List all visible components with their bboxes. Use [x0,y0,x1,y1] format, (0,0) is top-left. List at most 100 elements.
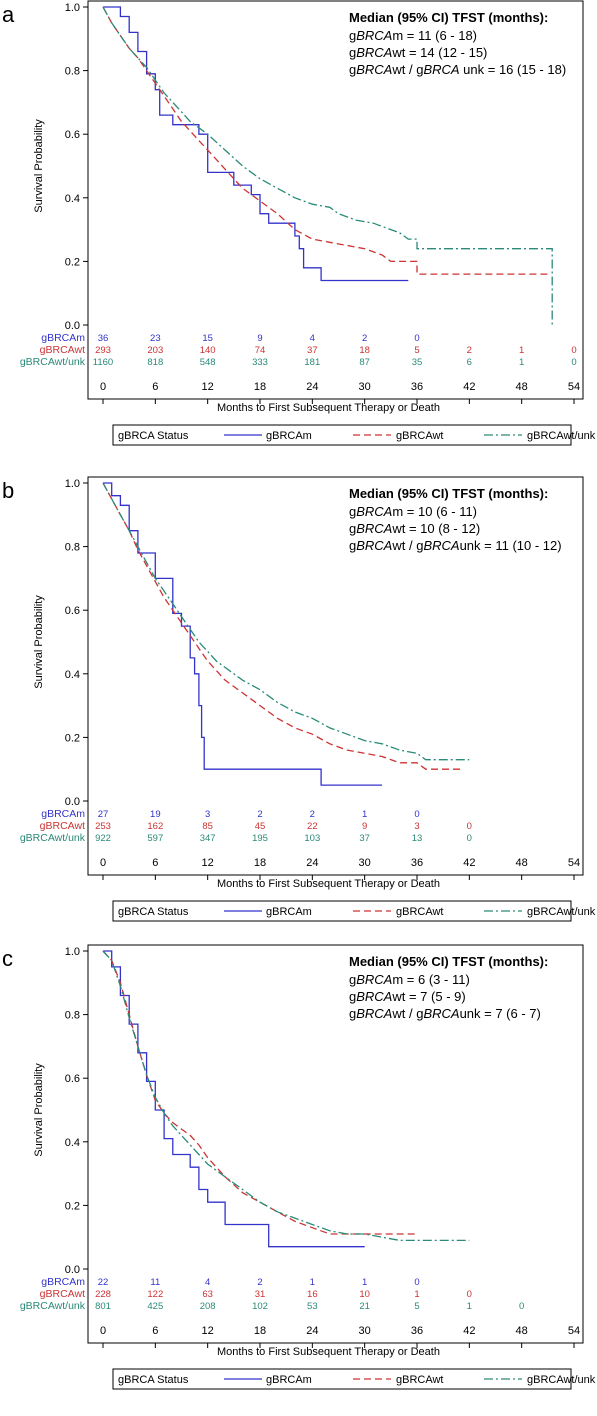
risk-value: 15 [202,333,213,344]
risk-value: 2 [362,333,367,344]
median-annotation: Median (95% CI) TFST (months):gBRCAm = 1… [349,10,566,77]
chart-panel-b: b Survival Probability 0.0 0.2 0.4 0.6 0.8 1.0 0… [2,476,596,922]
risk-value: 293 [95,345,111,356]
annotation-text-part: BRCA [356,504,392,519]
risk-row-label: gBRCAm [41,1276,85,1288]
annotation-text-part: BRCA [356,28,392,43]
risk-value: 18 [359,345,370,356]
series-line-gBRCAwt [102,950,417,1235]
annotation-line: gBRCAm = 10 (6 - 11) [349,504,477,519]
x-tick-label: 48 [516,1325,528,1337]
risk-value: 1 [362,1277,367,1288]
x-tick-label: 24 [306,1325,318,1337]
median-annotation: Median (95% CI) TFST (months):gBRCAm = 6… [349,954,548,1021]
risk-value: 1 [519,345,524,356]
risk-value: 0 [414,1277,419,1288]
x-tick-label: 12 [202,857,214,869]
annotation-text-part: wt / [391,62,416,77]
x-tick-label: 54 [568,1325,580,1337]
x-tick-label: 24 [306,857,318,869]
risk-value: 5 [414,345,419,356]
risk-value: 63 [202,1289,213,1300]
risk-value: 45 [255,821,266,832]
series-line-gBRCAwt [102,6,548,275]
risk-value: 35 [412,357,423,368]
risk-value: 0 [414,333,419,344]
annotation-title: Median (95% CI) TFST (months): [349,486,548,501]
panel-letter: a [2,2,15,27]
series-line-gBRCAm [103,482,383,786]
x-tick-label: 42 [463,381,475,393]
risk-value: 36 [98,333,109,344]
legend-frame [112,900,572,922]
plot-frame [87,0,584,400]
risk-value: 9 [257,333,262,344]
risk-value: 203 [147,345,163,356]
legend-entry-label: gBRCAwt/unk [527,430,596,442]
risk-value: 53 [307,1301,318,1312]
y-axis-label: Survival Probability [33,119,45,213]
risk-value: 37 [359,833,370,844]
annotation-line: gBRCAwt = 7 (5 - 9) [349,989,466,1004]
chart-panel-c: c Survival Probability 0.0 0.2 0.4 0.6 0.8 1.0 0… [2,944,596,1390]
legend-entry-label: gBRCAwt/unk [527,1374,596,1386]
x-tick-label: 30 [359,1325,371,1337]
y-tick-label: 0.4 [65,193,80,205]
risk-value: 1160 [93,357,113,368]
x-tick-label: 6 [152,857,158,869]
y-tick-label: 0.0 [65,320,80,332]
legend-entry-label: gBRCAwt [396,1374,443,1386]
annotation-text-part: g [349,538,356,553]
risk-row-label: gBRCAwt [40,820,85,832]
annotation-text-part: g [349,972,356,987]
annotation-text-part: g [349,989,356,1004]
risk-value: 2 [257,809,262,820]
annotation-line: gBRCAwt / gBRCA unk = 16 (15 - 18) [349,62,566,77]
x-tick-label: 18 [254,1325,266,1337]
annotation-text-part: g [416,62,423,77]
risk-value: 3 [414,821,419,832]
risk-value: 140 [200,345,216,356]
risk-row-label: gBRCAwt/unk [20,356,86,368]
risk-value: 253 [95,821,111,832]
annotation-text-part: g [349,62,356,77]
legend-entry-label: gBRCAm [266,1374,312,1386]
annotation-text-part: g [349,1006,356,1021]
legend-entry-label: gBRCAm [266,430,312,442]
y-tick-label: 0.2 [65,1200,80,1212]
annotation-line: gBRCAwt / gBRCAunk = 7 (6 - 7) [349,1006,541,1021]
y-tick-label: 1.0 [65,478,80,490]
x-tick-label: 54 [568,381,580,393]
risk-value: 2 [310,809,315,820]
risk-row-label: gBRCAwt/unk [20,1300,86,1312]
annotation-text-part: wt = 14 (12 - 15) [391,45,487,60]
x-tick-label: 12 [202,1325,214,1337]
series-line-gBRCAwt-unk [102,482,470,761]
risk-value: 0 [571,357,576,368]
x-axis-label: Months to First Subsequent Therapy or De… [217,1346,440,1358]
annotation-text-part: BRCA [356,1006,392,1021]
x-tick-label: 6 [152,381,158,393]
x-tick-label: 36 [411,381,423,393]
x-tick-label: 0 [100,857,106,869]
risk-value: 22 [98,1277,109,1288]
y-tick-label: 0.8 [65,542,80,554]
y-tick-label: 0.4 [65,669,80,681]
plot-frame [87,476,584,876]
risk-value: 3 [205,809,210,820]
annotation-text-part: wt = 7 (5 - 9) [391,989,465,1004]
series-line-gBRCAwt-unk [102,6,553,325]
risk-value: 801 [95,1301,111,1312]
legend-entry-label: gBRCAm [266,906,312,918]
annotation-text-part: BRCA [423,538,459,553]
annotation-text-part: g [416,1006,423,1021]
x-tick-label: 6 [152,1325,158,1337]
x-tick-label: 42 [463,1325,475,1337]
risk-value: 23 [150,333,161,344]
annotation-line: gBRCAwt = 10 (8 - 12) [349,521,480,536]
y-tick-label: 0.6 [65,605,80,617]
legend-entry-label: gBRCAwt [396,906,443,918]
x-tick-label: 18 [254,857,266,869]
legend: gBRCA Status gBRCAm gBRCAwt gBRCAwt/unk [112,424,596,446]
annotation-text-part: g [416,538,423,553]
